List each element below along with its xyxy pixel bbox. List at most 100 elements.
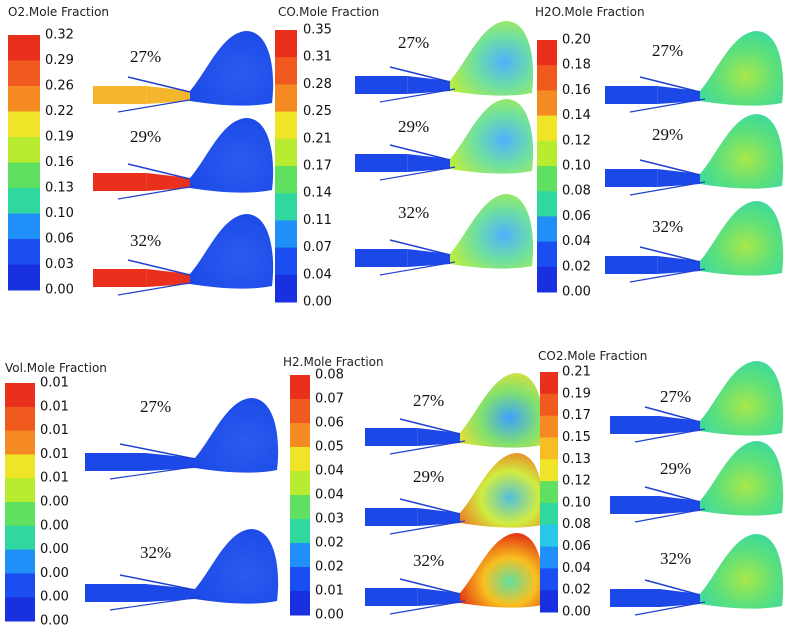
- wall-line: [389, 66, 451, 83]
- wall-line: [379, 88, 456, 103]
- jet: [355, 154, 408, 172]
- colorbar-band: [8, 162, 40, 189]
- colorbar-title: CO2.Mole Fraction: [538, 349, 647, 363]
- case-label: 29%: [413, 467, 444, 486]
- jet: [93, 269, 147, 287]
- colorbar-tick-label: 0.08: [315, 368, 344, 383]
- colorbar-band: [537, 115, 557, 142]
- colorbar-band: [275, 166, 297, 194]
- wall-line: [399, 418, 461, 435]
- colorbar-tick-label: 0.08: [562, 517, 591, 532]
- colorbar-tick-label: 0.10: [562, 159, 591, 174]
- colorbar-band: [275, 30, 297, 58]
- colorbar-band: [290, 399, 310, 424]
- colorbar-tick-label: 0.05: [315, 440, 344, 455]
- colorbar-tick-label: 0.00: [40, 614, 69, 629]
- colorbar-tick-label: 0.14: [303, 186, 332, 201]
- flame-zone: [450, 194, 534, 269]
- colorbar-band: [537, 90, 557, 117]
- colorbar-tick-label: 0.00: [40, 542, 69, 557]
- panel: O2.Mole Fraction 0.32 0.29 0.26 0.22 0.19 0.16…: [8, 5, 274, 298]
- wall-line: [389, 440, 466, 455]
- colorbar-band: [5, 525, 35, 551]
- colorbar-band: [275, 84, 297, 113]
- colorbar-band: [537, 65, 557, 91]
- nozzle: [417, 588, 460, 606]
- wall-line: [389, 600, 466, 615]
- colorbar-tick-label: 0.04: [315, 464, 344, 479]
- colorbar-tick-label: 0.31: [303, 50, 332, 65]
- colorbar-tick-label: 0.19: [45, 130, 74, 145]
- nozzle: [146, 86, 190, 104]
- colorbar-tick-label: 0.21: [303, 131, 332, 146]
- colorbar-tick-label: 0.02: [562, 583, 591, 598]
- flame-zone: [195, 529, 279, 604]
- jet: [605, 86, 658, 104]
- case-label: 32%: [413, 551, 444, 570]
- colorbar-band: [537, 191, 557, 217]
- nozzle: [659, 416, 700, 434]
- colorbar-band: [5, 549, 35, 574]
- colorbar-tick-label: 0.07: [315, 392, 344, 407]
- colorbar-tick-label: 0.29: [45, 53, 74, 68]
- case-label: 32%: [140, 543, 171, 562]
- colorbar-tick-label: 0.00: [562, 605, 591, 620]
- colorbar-band: [5, 454, 35, 479]
- colorbar-tick-label: 0.00: [40, 518, 69, 533]
- flame-zone: [700, 114, 784, 189]
- colorbar-tick-label: 0.35: [303, 23, 332, 38]
- colorbar-tick-label: 0.17: [303, 159, 332, 174]
- colorbar-band: [537, 40, 557, 66]
- wall-line: [634, 508, 706, 523]
- jet: [365, 508, 418, 526]
- flame-zone: [190, 118, 274, 193]
- colorbar-band: [5, 478, 35, 503]
- wall-line: [109, 465, 201, 480]
- colorbar-band: [540, 437, 558, 460]
- colorbar-band: [8, 60, 40, 87]
- flame-zone: [700, 361, 784, 436]
- colorbar-band: [290, 423, 310, 448]
- case-label: 32%: [660, 549, 691, 568]
- wall-line: [399, 578, 461, 595]
- colorbar-tick-label: 0.13: [45, 181, 74, 196]
- colorbar-tick-label: 0.00: [40, 566, 69, 581]
- colorbar-band: [540, 590, 558, 613]
- colorbar-band: [537, 166, 557, 192]
- colorbar-tick-label: 0.13: [562, 452, 591, 467]
- nozzle: [417, 428, 460, 446]
- nozzle: [417, 508, 460, 526]
- case-label: 27%: [130, 47, 161, 66]
- colorbar-tick-label: 0.12: [562, 133, 591, 148]
- flame-zone: [450, 21, 534, 96]
- colorbar-tick-label: 0.00: [40, 495, 69, 510]
- colorbar-title: CO.Mole Fraction: [278, 5, 379, 19]
- wall-line: [629, 98, 706, 113]
- colorbar-tick-label: 0.07: [303, 240, 332, 255]
- wall-line: [117, 281, 196, 296]
- wall-line: [109, 596, 201, 611]
- case-label: 29%: [660, 459, 691, 478]
- colorbar-tick-label: 0.00: [562, 285, 591, 300]
- colorbar-band: [540, 502, 558, 526]
- colorbar-tick-label: 0.32: [45, 28, 74, 43]
- colorbar-band: [540, 393, 558, 417]
- colorbar-band: [290, 567, 310, 592]
- colorbar-tick-label: 0.04: [562, 234, 591, 249]
- wall-line: [629, 181, 706, 196]
- colorbar-band: [275, 274, 297, 303]
- wall-line: [379, 166, 456, 181]
- colorbar-tick-label: 0.16: [45, 155, 74, 170]
- colorbar-tick-label: 0.01: [40, 399, 69, 414]
- colorbar-title: H2O.Mole Fraction: [535, 5, 645, 19]
- colorbar-band: [8, 111, 40, 138]
- panel: Vol.Mole Fraction0.010.010.010.010.010.0…: [5, 361, 279, 629]
- flame-zone: [195, 398, 279, 473]
- colorbar-tick-label: 0.06: [562, 209, 591, 224]
- colorbar-band: [8, 264, 40, 291]
- colorbar-band: [8, 35, 40, 61]
- colorbar-tick-label: 0.10: [562, 495, 591, 510]
- case-label: 32%: [652, 217, 683, 236]
- colorbar-tick-label: 0.15: [562, 430, 591, 445]
- flame-zone: [460, 373, 544, 448]
